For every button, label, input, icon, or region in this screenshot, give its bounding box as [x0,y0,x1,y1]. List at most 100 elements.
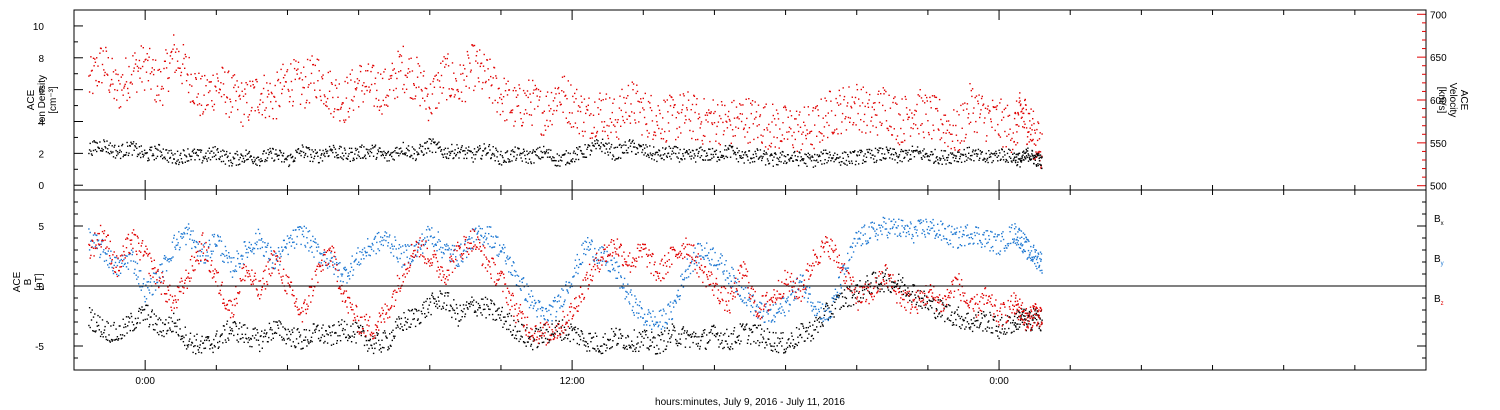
bx-point [568,327,571,329]
bx-point [835,298,837,301]
velocity-point [483,53,485,56]
density-point [814,165,817,167]
density-point [159,150,161,152]
density-point [235,153,237,155]
bx-point [596,335,598,337]
density-point [924,156,926,158]
velocity-point [997,133,1000,135]
density-point [857,151,859,153]
density-point [429,150,431,152]
bx-point [997,335,999,337]
velocity-point [405,74,407,77]
density-point [168,150,170,152]
bx-point [784,350,787,353]
by-point [122,265,124,267]
bx-point [1035,312,1037,315]
density-point [379,147,381,149]
bx-point [328,325,330,327]
velocity-point [858,98,860,100]
bx-point [151,311,153,313]
velocity-point [190,73,192,76]
bx-point [99,335,102,338]
density-point [143,149,146,151]
velocity-point [644,92,646,95]
by-point [132,251,134,253]
bx-point [113,321,115,324]
bx-point [296,329,298,331]
bx-point [253,337,256,339]
density-point [1010,157,1012,159]
bx-point [831,304,833,306]
velocity-point [488,79,490,81]
bx-point [130,315,133,318]
velocity-point [359,70,362,73]
density-point [796,159,798,162]
density-point [1016,153,1018,155]
density-point [325,148,327,151]
density-point [111,145,113,147]
velocity-point [285,81,287,83]
velocity-point [927,120,929,122]
by-point [180,235,182,238]
bx-point [1015,328,1018,330]
velocity-point [1022,126,1024,128]
bx-point [1014,325,1017,327]
bx-point [281,336,283,338]
density-point [340,146,342,148]
bx-point [633,329,635,331]
velocity-point [661,128,663,130]
bx-point [410,323,412,325]
density-point [841,152,844,154]
bx-point [115,328,117,330]
bx-point [1032,319,1034,321]
density-point [975,153,978,155]
density-point [240,153,242,155]
bx-point [328,326,331,328]
density-point [880,147,882,149]
bx-point [744,326,746,328]
density-point [380,154,382,157]
density-point [1040,157,1043,159]
velocity-point [660,137,663,140]
by-point [118,261,120,264]
bx-point [632,350,634,352]
density-point [407,145,410,147]
bx-point [616,344,618,346]
density-point [151,146,153,148]
density-point [999,159,1002,161]
bx-point [706,334,708,336]
density-point [702,159,705,161]
velocity-point [385,96,387,99]
bx-point [527,341,529,343]
by-point [266,246,268,248]
velocity-point [147,59,149,62]
by-point [117,258,119,260]
density-point [865,156,868,158]
bx-point [119,325,121,327]
velocity-point [786,138,789,140]
density-point [665,155,668,157]
by-point [113,264,115,267]
bx-point [459,304,461,307]
bx-point [999,319,1002,321]
velocity-point [696,98,698,100]
density-point [944,150,947,152]
velocity-point [605,93,608,95]
density-point [720,156,722,158]
density-point [453,152,456,155]
density-point [842,157,844,159]
bx-point [1001,316,1003,319]
velocity-point [756,125,758,127]
density-point [726,156,729,159]
bx-point [890,291,892,294]
bx-point [849,290,851,292]
density-point [885,146,888,148]
velocity-point [533,108,536,110]
density-point [515,157,518,160]
bx-point [721,339,723,342]
by-point [124,262,126,265]
velocity-point [331,83,333,85]
density-point [943,150,945,152]
by-point [213,233,216,236]
velocity-point [924,102,926,104]
